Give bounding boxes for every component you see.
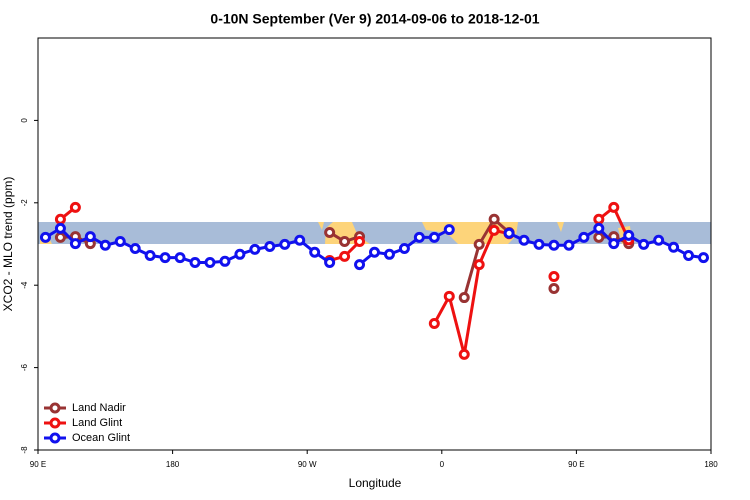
legend-label: Land Nadir	[72, 402, 126, 414]
data-point	[608, 201, 620, 213]
x-tick-label: 180	[166, 460, 180, 469]
data-point	[563, 239, 575, 251]
data-point	[339, 236, 351, 248]
data-point	[354, 259, 366, 271]
data-point	[84, 231, 96, 243]
data-point	[668, 241, 680, 253]
data-point	[279, 238, 291, 250]
data-point	[383, 248, 395, 260]
data-point	[518, 234, 530, 246]
x-tick-label: 90 W	[298, 460, 317, 469]
data-point	[638, 238, 650, 250]
data-point	[219, 255, 231, 267]
data-point	[683, 250, 695, 262]
data-point	[54, 222, 66, 234]
data-point	[578, 231, 590, 243]
data-point	[69, 238, 81, 250]
y-tick-label: -2	[20, 199, 29, 207]
data-point	[548, 282, 560, 294]
x-tick-label: 180	[704, 460, 718, 469]
data-point	[593, 213, 605, 225]
data-point	[428, 231, 440, 243]
x-tick-label: 0	[440, 460, 445, 469]
data-point	[294, 234, 306, 246]
legend-marker	[49, 432, 61, 444]
y-tick-label: 0	[20, 118, 29, 123]
y-axis-label: XCO2 - MLO trend (ppm)	[1, 177, 15, 312]
data-point	[458, 292, 470, 304]
data-point	[369, 246, 380, 258]
data-point	[144, 250, 156, 262]
data-point	[204, 257, 216, 269]
data-point	[443, 224, 455, 236]
x-tick-label: 90 E	[30, 460, 46, 469]
data-point	[548, 271, 560, 283]
data-point	[443, 290, 455, 302]
data-point	[174, 252, 186, 264]
data-point	[249, 243, 261, 255]
data-point	[54, 231, 66, 243]
data-point	[159, 252, 171, 264]
data-point	[593, 222, 605, 234]
data-point	[99, 239, 111, 251]
data-point	[398, 243, 410, 255]
data-point	[593, 231, 605, 243]
land-patch	[318, 222, 324, 230]
x-axis-label: Longitude	[349, 476, 402, 490]
data-point	[488, 224, 500, 236]
land-patch	[557, 222, 564, 232]
legend-marker	[49, 402, 61, 414]
data-point	[324, 226, 336, 238]
chart-title: 0-10N September (Ver 9) 2014-09-06 to 20…	[210, 11, 539, 27]
data-point	[458, 348, 470, 360]
data-point	[473, 259, 485, 271]
data-point	[129, 243, 141, 255]
data-point	[189, 257, 201, 269]
x-tick-label: 90 E	[568, 460, 584, 469]
y-tick-label: -6	[20, 363, 29, 371]
legend-marker	[49, 417, 61, 429]
data-point	[339, 250, 351, 262]
data-point	[39, 231, 51, 243]
data-point	[114, 236, 126, 248]
legend-label: Land Glint	[72, 417, 122, 429]
legend-label: Ocean Glint	[72, 432, 130, 444]
data-point	[69, 201, 81, 213]
data-point	[503, 227, 515, 239]
data-point	[653, 234, 665, 246]
data-point	[413, 231, 425, 243]
data-point	[309, 246, 321, 258]
data-point	[548, 239, 560, 251]
data-point	[428, 318, 440, 330]
data-point	[533, 238, 545, 250]
data-point	[354, 236, 366, 248]
data-point	[608, 238, 620, 250]
y-tick-label: -4	[20, 281, 29, 289]
data-point	[488, 213, 500, 225]
plot-frame	[37, 37, 712, 451]
y-tick-label: -8	[20, 446, 29, 454]
data-point	[623, 229, 635, 241]
surface-band	[38, 222, 711, 244]
data-point	[473, 238, 485, 250]
data-point	[264, 240, 276, 252]
data-point	[698, 252, 710, 264]
data-point	[54, 213, 66, 225]
data-point	[234, 248, 246, 260]
data-point	[324, 257, 336, 269]
